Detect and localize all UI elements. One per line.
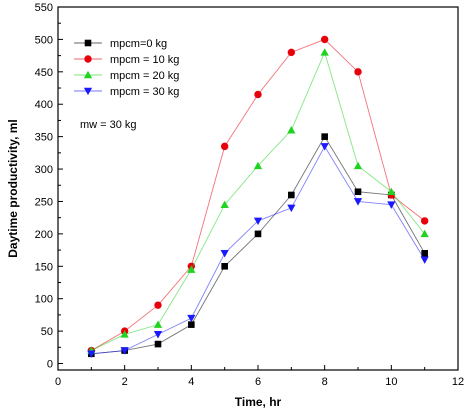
data-point-s3-5	[220, 200, 229, 209]
data-point-s1-3	[154, 340, 162, 348]
legend-label-2: mpcm = 10 kg	[110, 54, 179, 66]
data-point-s3-9	[353, 161, 363, 170]
data-point-s1-6	[254, 230, 262, 238]
y-tick-label-400: 400	[35, 99, 53, 111]
data-point-s3-11	[420, 229, 429, 238]
data-point-s4-2	[120, 347, 129, 355]
data-point-s1-9	[354, 188, 362, 196]
x-tick-label-10: 10	[385, 376, 397, 388]
y-tick-label-200: 200	[35, 229, 53, 241]
annotation-mw: mw = 30 kg	[80, 119, 137, 131]
x-tick-label-4: 4	[188, 376, 194, 388]
legend-marker-4	[83, 87, 93, 96]
data-point-s2-8	[320, 35, 329, 44]
legend-marker-3	[83, 70, 93, 79]
y-tick-label-550: 550	[35, 2, 53, 14]
series-2	[87, 35, 429, 355]
data-point-s4-4	[187, 314, 196, 323]
series-line-1	[91, 135, 426, 355]
data-point-s3-10	[387, 187, 396, 196]
y-tick-label-0: 0	[47, 359, 53, 371]
y-tick-label-500: 500	[35, 34, 53, 46]
x-tick-label-12: 12	[452, 376, 464, 388]
data-point-s4-8	[320, 143, 329, 151]
axes: 0 2 4 6 8 10 12 0 50 100 150 200 250 300 350 400 450 500 5…	[35, 2, 464, 388]
data-point-s3-4	[187, 265, 196, 273]
data-point-s4-6	[253, 217, 263, 226]
data-point-s3-3	[153, 320, 163, 328]
data-point-s4-5	[220, 250, 229, 258]
x-tick-label-6: 6	[255, 376, 261, 388]
data-point-s4-9	[353, 198, 363, 206]
legend-label-1: mpcm=0 kg	[110, 38, 167, 50]
data-point-s1-5	[221, 262, 228, 270]
data-point-s2-7	[287, 48, 296, 57]
data-point-s1-8	[321, 133, 328, 140]
data-point-s2-9	[354, 68, 362, 76]
plot-area	[87, 35, 429, 358]
data-point-s3-8	[320, 48, 329, 56]
data-point-s4-7	[287, 204, 296, 213]
y-tick-label-300: 300	[35, 164, 53, 176]
data-point-s2-3	[154, 301, 162, 309]
y-axis-title: Daytime productivity, ml	[6, 119, 20, 257]
data-point-s1-7	[288, 191, 295, 199]
legend: mpcm=0 kg mpcm = 10 kg mpcm = 20 kg mpcm = …	[74, 38, 179, 98]
y-tick-label-250: 250	[35, 196, 53, 208]
y-tick-label-150: 150	[35, 261, 53, 273]
data-point-s2-6	[254, 90, 262, 99]
y-tick-label-350: 350	[35, 132, 53, 144]
legend-item-4: mpcm = 30 kg	[74, 86, 179, 98]
legend-marker-2	[84, 55, 92, 63]
legend-marker-1	[84, 39, 92, 47]
data-point-s1-11	[421, 250, 428, 257]
legend-item-2: mpcm = 10 kg	[74, 54, 179, 66]
x-tick-label-8: 8	[322, 376, 328, 388]
data-point-s2-5	[220, 142, 229, 151]
legend-label-3: mpcm = 20 kg	[110, 70, 179, 82]
data-point-s4-3	[153, 331, 163, 339]
data-point-s4-11	[420, 256, 429, 264]
x-axis-title: Time, hr	[235, 395, 282, 409]
legend-label-4: mpcm = 30 kg	[110, 86, 179, 98]
data-point-s3-2	[120, 330, 129, 338]
legend-item-1: mpcm=0 kg	[74, 38, 167, 50]
data-point-s1-4	[188, 321, 195, 328]
series-4	[87, 143, 429, 358]
legend-item-3: mpcm = 20 kg	[74, 70, 179, 82]
x-tick-label-2: 2	[122, 376, 128, 388]
y-tick-label-450: 450	[35, 67, 53, 79]
y-tick-label-100: 100	[35, 294, 53, 306]
data-point-s3-6	[253, 161, 263, 170]
y-tick-label-50: 50	[41, 326, 53, 338]
x-tick-label-0: 0	[55, 376, 61, 388]
data-point-s4-10	[387, 201, 396, 209]
data-point-s3-7	[287, 126, 296, 134]
series-line-4	[91, 145, 426, 355]
data-point-s4-1	[87, 350, 96, 358]
data-point-s2-11	[420, 217, 429, 225]
